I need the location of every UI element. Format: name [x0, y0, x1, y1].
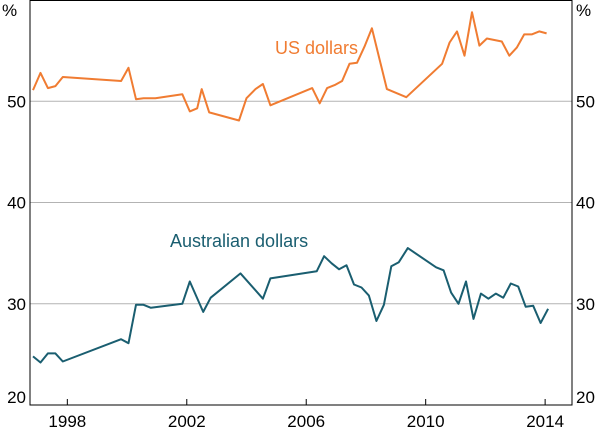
plot-frame — [29, 0, 573, 406]
y-tick-label-right-30: 30 — [576, 295, 595, 314]
y-tick-label-left-40: 40 — [7, 194, 26, 213]
x-tick-label-2002: 2002 — [168, 412, 206, 431]
y-tick-label-right-50: 50 — [576, 92, 595, 111]
x-tick-label-2006: 2006 — [287, 412, 325, 431]
x-tick-label-2010: 2010 — [407, 412, 445, 431]
left-unit-label: % — [2, 1, 17, 20]
y-tick-label-right-20: 20 — [576, 388, 595, 407]
y-tick-label-left-50: 50 — [7, 92, 26, 111]
x-tick-label-1998: 1998 — [48, 412, 86, 431]
right-unit-label: % — [576, 1, 591, 20]
series-line-1 — [32, 247, 549, 364]
tick-labels: 20 20 30 30 40 40 50 50 1998 2002 2006 2010 2014 — [7, 92, 595, 431]
y-tick-label-left-20: 20 — [7, 388, 26, 407]
x-tick-marks — [66, 399, 546, 405]
grid-lines — [30, 100, 572, 305]
series-label-australian-dollars: Australian dollars — [170, 231, 308, 251]
y-tick-label-left-30: 30 — [7, 295, 26, 314]
series-lines — [32, 11, 549, 364]
y-tick-label-right-40: 40 — [576, 194, 595, 213]
series-label-us-dollars: US dollars — [275, 38, 358, 58]
series-line-0 — [32, 11, 547, 122]
x-tick-label-2014: 2014 — [526, 412, 564, 431]
